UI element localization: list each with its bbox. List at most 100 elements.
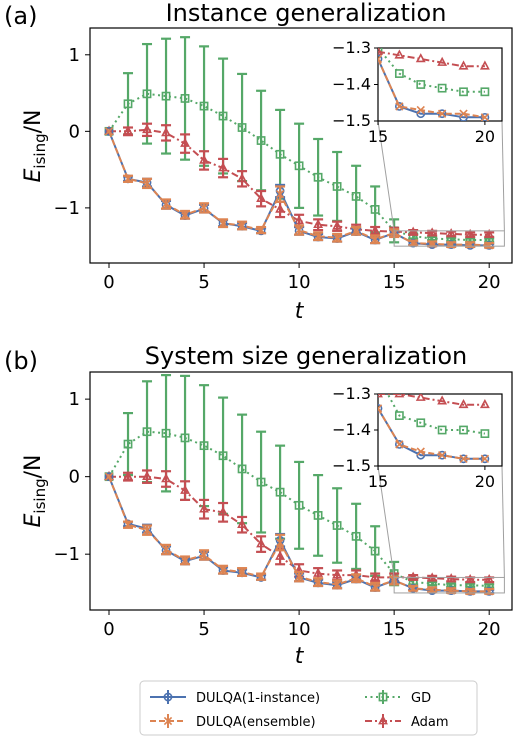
- data-point: [370, 225, 381, 235]
- data-point: [180, 556, 190, 565]
- data-point: [459, 454, 468, 463]
- x-tick-label: 5: [198, 272, 209, 293]
- data-point: [485, 241, 494, 250]
- data-point: [294, 500, 304, 510]
- data-point: [104, 472, 114, 481]
- data-point: [408, 238, 418, 248]
- legend-marker: [163, 692, 173, 702]
- data-point: [459, 425, 468, 435]
- inset-y-tick-label: −1.5: [332, 111, 371, 130]
- data-point: [237, 518, 248, 529]
- data-point: [294, 225, 304, 235]
- y-tick-label: 1: [69, 45, 80, 66]
- y-axis-label: Eising/N: [21, 455, 49, 528]
- data-point: [378, 54, 383, 64]
- data-point: [104, 126, 114, 136]
- data-point: [237, 172, 248, 183]
- data-point: [351, 574, 361, 583]
- data-point: [123, 174, 133, 183]
- data-point: [275, 538, 285, 547]
- data-point: [437, 56, 448, 66]
- data-point: [446, 573, 457, 583]
- data-point: [180, 210, 190, 219]
- data-point: [378, 48, 383, 55]
- inset-y-tick-label: −1.4: [332, 420, 371, 439]
- data-point: [161, 545, 171, 554]
- legend-frame: [139, 680, 478, 736]
- data-point: [437, 425, 447, 435]
- y-axis-label-sub: ising: [31, 478, 49, 513]
- data-point: [123, 520, 133, 529]
- series-line: [378, 58, 486, 119]
- legend-marker: [378, 692, 388, 702]
- data-point: [123, 99, 133, 109]
- data-point: [458, 60, 469, 70]
- inset-x-tick-label: 15: [368, 472, 388, 491]
- y-tick-label: 1: [69, 389, 80, 410]
- data-point: [480, 112, 490, 121]
- data-point: [480, 87, 490, 97]
- data-point: [378, 54, 383, 64]
- data-point: [485, 587, 494, 596]
- data-point: [313, 232, 323, 241]
- data-point: [218, 162, 229, 172]
- data-point: [459, 109, 468, 118]
- x-tick-label: 15: [383, 619, 406, 640]
- data-point: [218, 565, 228, 574]
- data-point: [161, 199, 171, 209]
- data-point: [351, 531, 361, 541]
- data-point: [161, 127, 171, 137]
- data-point: [256, 225, 266, 235]
- data-point: [294, 161, 304, 171]
- data-point: [465, 573, 476, 584]
- data-point: [416, 418, 426, 428]
- data-point: [394, 49, 405, 59]
- series-gd: [378, 48, 490, 97]
- series-adam: [378, 48, 490, 70]
- zoom-region: [393, 230, 505, 247]
- data-point: [480, 454, 490, 464]
- data-point: [294, 572, 304, 581]
- data-point: [142, 525, 152, 535]
- data-point: [275, 487, 285, 497]
- data-point: [180, 433, 190, 443]
- y-tick-label: 0: [69, 121, 80, 142]
- data-point: [332, 521, 342, 530]
- y-axis-label: Eising/N: [21, 110, 49, 183]
- inset-y-tick-label: −1.4: [332, 75, 371, 94]
- data-point: [237, 567, 247, 577]
- data-point: [161, 428, 171, 438]
- data-point: [484, 228, 495, 238]
- data-point: [484, 573, 495, 584]
- data-point: [415, 394, 426, 401]
- series-line: [378, 50, 485, 68]
- zoom-connector: [377, 465, 395, 578]
- data-point: [427, 585, 437, 595]
- data-point: [218, 451, 228, 461]
- panel-a: Instance generalization(a)0 5 10 15 2010−1tE…: [4, 0, 513, 324]
- series-line: [108, 430, 490, 587]
- data-point: [199, 154, 209, 164]
- data-point: [313, 218, 324, 229]
- y-tick-label: 0: [69, 467, 80, 488]
- data-point: [161, 91, 171, 101]
- series-dulqa-ensemble-: [378, 54, 490, 121]
- data-point: [408, 584, 418, 593]
- zoom-connector: [501, 465, 505, 578]
- y-tick-label: −1: [53, 198, 80, 219]
- inset-x-tick-label: 15: [368, 127, 388, 146]
- data-point: [313, 172, 323, 182]
- data-point: [437, 395, 448, 405]
- x-tick-label: 5: [198, 619, 209, 640]
- data-point: [395, 440, 404, 449]
- series-line: [108, 92, 490, 241]
- legend-label: Adam: [411, 715, 449, 730]
- data-point: [408, 583, 418, 593]
- inset-y-tick-label: −1.5: [332, 456, 371, 475]
- data-point: [466, 240, 475, 249]
- data-point: [218, 506, 229, 516]
- data-point: [408, 226, 419, 236]
- legend-label: DULQA(1-instance): [196, 691, 320, 706]
- data-point: [313, 511, 323, 520]
